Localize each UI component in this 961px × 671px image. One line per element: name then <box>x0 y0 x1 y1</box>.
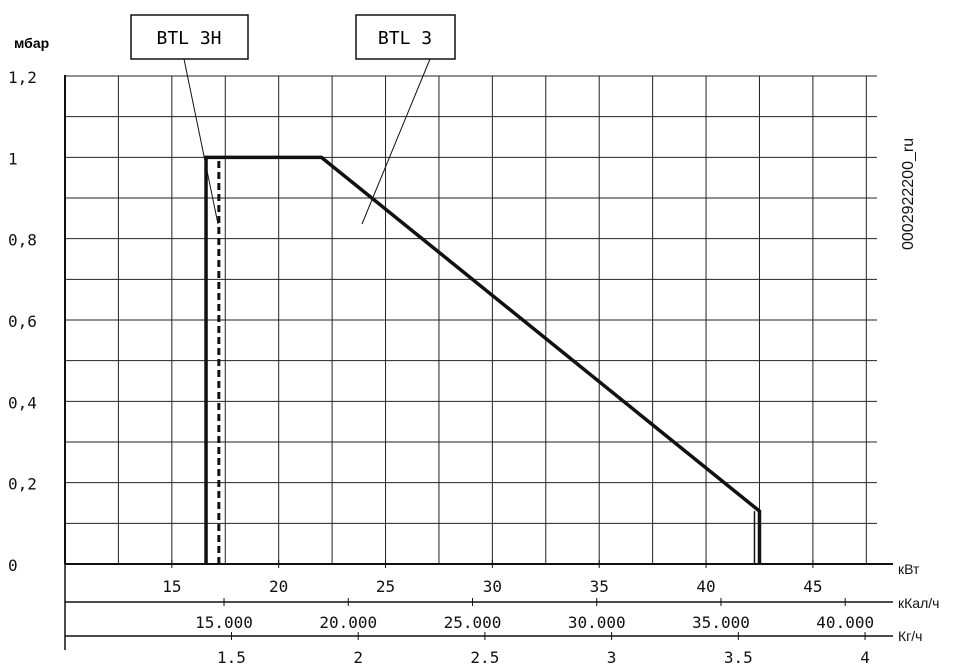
y-tick-label: 0,4 <box>8 393 37 412</box>
x-tick-label: 15.000 <box>195 613 253 632</box>
grid <box>65 75 877 564</box>
series-lines <box>204 155 762 564</box>
legend-btl-3: BTL 3 <box>355 14 456 60</box>
legend-text-btl-3: BTL 3 <box>378 28 432 49</box>
document-code: 0002922200_ru <box>900 138 917 250</box>
x-tick-label: 3 <box>607 648 617 667</box>
series-line-btl-3 <box>204 155 762 564</box>
x-tick-label: 30 <box>483 577 502 596</box>
x-axis-unit-kgh: Кг/ч <box>898 628 922 644</box>
y-tick-label: 0,6 <box>8 312 37 331</box>
y-tick-label: 0 <box>8 556 18 575</box>
x-tick-label: 30.000 <box>568 613 626 632</box>
x-tick-label: 20 <box>269 577 288 596</box>
x-tick-label: 4 <box>860 648 870 667</box>
y-tick-label: 1 <box>8 149 18 168</box>
y-tick-label: 1,2 <box>8 68 37 87</box>
x-tick-label: 15 <box>162 577 181 596</box>
x-axis-unit-kcal: кКал/ч <box>898 595 939 611</box>
legend-box-btl-3 <box>355 14 456 60</box>
x-tick-label: 2.5 <box>470 648 499 667</box>
y-tick-label: 0,8 <box>8 231 37 250</box>
x-tick-label: 20.000 <box>319 613 377 632</box>
legend-text-btl-3h: BTL 3H <box>156 28 221 49</box>
x-axis-unit-kw: кВт <box>898 561 920 577</box>
legend-btl-3h: BTL 3H <box>130 14 249 60</box>
x-tick-label: 25.000 <box>444 613 502 632</box>
y-tick-label: 0,2 <box>8 475 37 494</box>
x-tick-label: 45 <box>803 577 822 596</box>
x-tick-label: 35.000 <box>692 613 750 632</box>
x-tick-label: 25 <box>376 577 395 596</box>
x-tick-label: 40 <box>696 577 715 596</box>
leader-line-btl-3 <box>361 58 431 225</box>
axes <box>64 75 893 650</box>
x-tick-label: 3.5 <box>724 648 753 667</box>
x-tick-label: 1.5 <box>217 648 246 667</box>
legend-box-btl-3h <box>130 14 249 60</box>
x-tick-label: 35 <box>590 577 609 596</box>
tick-labels: 1,2 1 0,8 0,6 0,4 0,2 0 15 20 25 30 35 40 45 15.000 20.… <box>8 68 874 667</box>
y-axis-unit-label: мбар <box>14 35 49 51</box>
x-tick-label: 2 <box>353 648 363 667</box>
x-tick-label: 40.000 <box>816 613 874 632</box>
leader-line-btl-3h <box>183 58 219 225</box>
